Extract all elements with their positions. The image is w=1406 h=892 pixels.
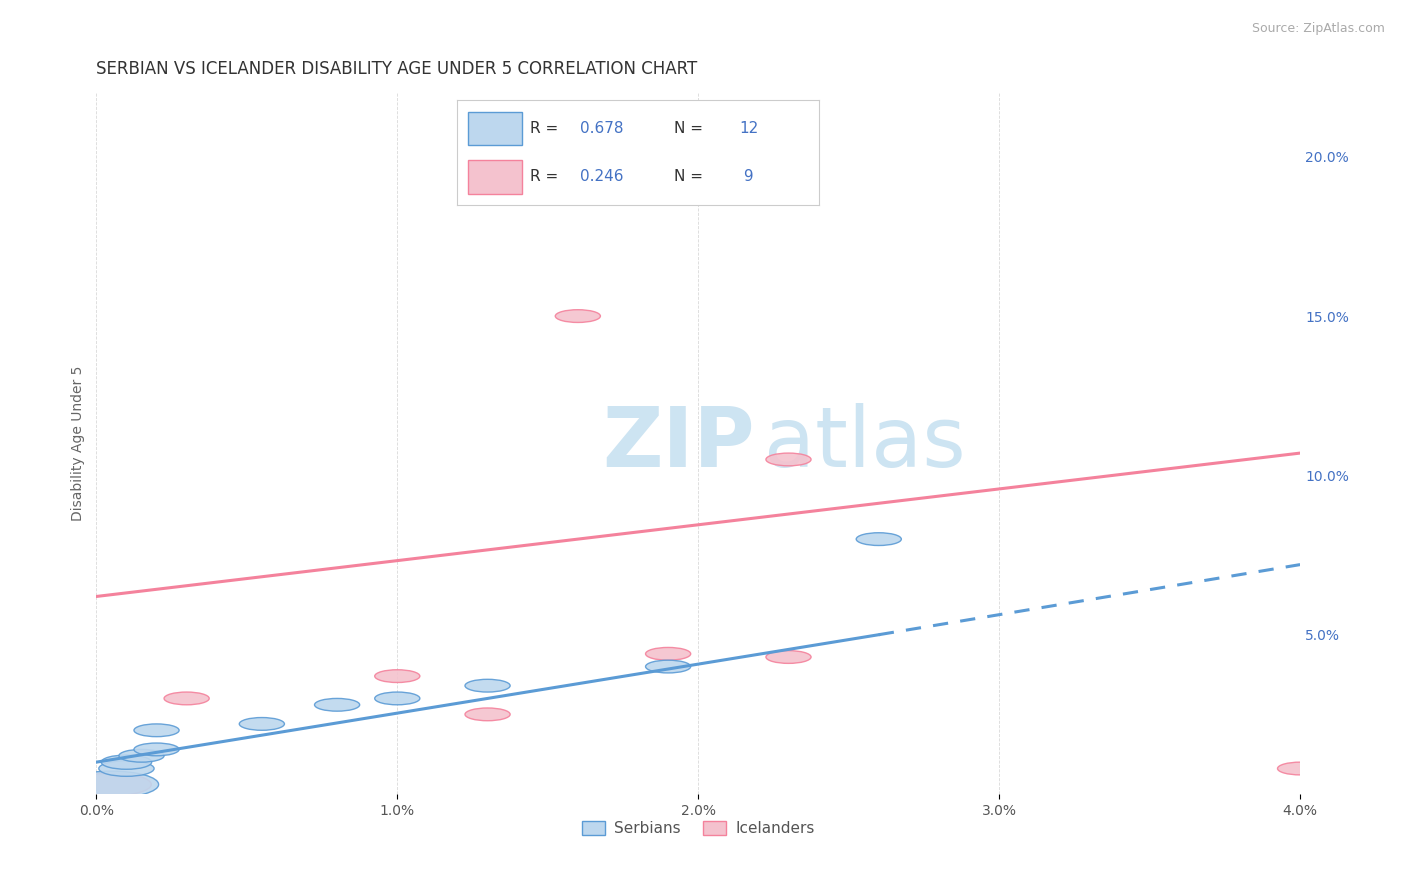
- Y-axis label: Disability Age Under 5: Disability Age Under 5: [72, 366, 86, 521]
- Ellipse shape: [315, 698, 360, 711]
- Text: ZIP: ZIP: [602, 403, 755, 484]
- Ellipse shape: [120, 749, 165, 762]
- Text: atlas: atlas: [765, 403, 966, 484]
- Ellipse shape: [134, 724, 179, 737]
- Ellipse shape: [72, 773, 152, 796]
- Ellipse shape: [101, 755, 152, 769]
- Ellipse shape: [645, 648, 690, 660]
- Legend: Serbians, Icelanders: Serbians, Icelanders: [575, 814, 821, 842]
- Ellipse shape: [766, 650, 811, 664]
- Ellipse shape: [465, 708, 510, 721]
- Ellipse shape: [555, 310, 600, 322]
- Ellipse shape: [98, 761, 155, 776]
- Ellipse shape: [375, 670, 420, 682]
- Ellipse shape: [134, 743, 179, 756]
- Ellipse shape: [165, 692, 209, 705]
- Ellipse shape: [65, 771, 159, 797]
- Ellipse shape: [1278, 762, 1323, 775]
- Ellipse shape: [856, 533, 901, 546]
- Ellipse shape: [375, 692, 420, 705]
- Text: SERBIAN VS ICELANDER DISABILITY AGE UNDER 5 CORRELATION CHART: SERBIAN VS ICELANDER DISABILITY AGE UNDE…: [97, 60, 697, 78]
- Ellipse shape: [766, 453, 811, 466]
- Text: Source: ZipAtlas.com: Source: ZipAtlas.com: [1251, 22, 1385, 36]
- Ellipse shape: [239, 717, 284, 731]
- Ellipse shape: [645, 660, 690, 673]
- Ellipse shape: [465, 680, 510, 692]
